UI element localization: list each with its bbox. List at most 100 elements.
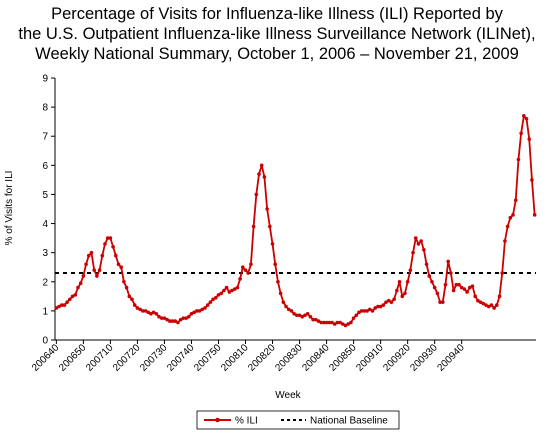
ili-data-point [135, 306, 140, 310]
x-tick-label: 200740 [165, 342, 197, 374]
ili-data-point [238, 277, 242, 281]
x-tick-label: 200940 [435, 342, 467, 374]
legend-ili-marker [215, 417, 220, 423]
x-tick-label: 200650 [57, 342, 89, 374]
y-tick-label: 5 [42, 190, 48, 201]
ili-data-point [303, 313, 307, 318]
ili-data-point [357, 310, 361, 315]
ili-data-point [462, 287, 467, 291]
ili-data-point [73, 293, 78, 297]
ili-data-point [446, 259, 450, 264]
ili-data-point [395, 288, 399, 293]
ili-data-point [481, 301, 486, 306]
y-tick-label: 8 [42, 103, 48, 114]
ili-data-point [476, 298, 480, 303]
ili-data-point [376, 304, 380, 309]
ili-data-point [313, 317, 318, 322]
ili-data-point [335, 320, 340, 325]
x-tick-label: 200840 [300, 342, 332, 374]
ili-data-point [305, 312, 310, 316]
ili-data-point [416, 242, 421, 246]
chart-title-line-2: the U.S. Outpatient Influenza-like Illne… [18, 25, 536, 43]
ili-data-point [389, 300, 394, 304]
ili-data-point [70, 294, 75, 299]
ili-data-point [168, 319, 172, 323]
y-tick-label: 6 [42, 161, 48, 172]
ili-data-point [216, 293, 221, 297]
ili-data-point [76, 285, 80, 290]
ili-data-point [500, 271, 505, 275]
ili-data-point [176, 320, 180, 325]
ili-data-point [189, 312, 194, 316]
ili-data-point [200, 307, 205, 312]
ili-data-point [162, 316, 167, 320]
legend-box [196, 410, 400, 430]
ili-data-point [195, 309, 199, 313]
ili-data-point [186, 314, 191, 319]
x-tick-label: 200640 [30, 342, 62, 374]
ili-data-point [268, 224, 272, 229]
ili-data-point [440, 300, 445, 304]
ili-data-point [284, 304, 288, 309]
ili-data-point [65, 300, 69, 304]
y-axis-ticks: 0 1 2 3 4 5 6 7 8 9 [42, 74, 55, 347]
ili-data-point [411, 250, 415, 255]
ili-data-point [249, 262, 253, 267]
ili-data-point [59, 303, 64, 307]
ili-data-point [527, 137, 532, 141]
ili-data-point [86, 253, 91, 258]
ili-data-point [84, 262, 88, 267]
ili-data-point [503, 239, 507, 243]
ili-data-point [365, 309, 369, 313]
ili-data-point [178, 317, 183, 322]
ili-data-point [381, 303, 386, 307]
ili-data-point [127, 294, 132, 299]
ili-data-point [392, 297, 396, 302]
ili-data-point [378, 304, 383, 309]
ili-data-point [530, 178, 534, 182]
ili-data-point [243, 268, 248, 272]
ili-data-point [254, 192, 259, 197]
chart-title-line-3: Weekly National Summary, October 1, 2006… [35, 45, 519, 63]
ili-data-point [359, 309, 364, 313]
ili-data-point [327, 320, 332, 325]
ili-data-point [467, 285, 472, 290]
ili-data-point [57, 304, 61, 309]
ili-data-point [300, 314, 305, 319]
ili-data-point [497, 294, 502, 299]
ili-data-point [278, 291, 283, 296]
ili-data-point [340, 322, 345, 326]
ili-data-point [159, 316, 164, 320]
ili-data-point [281, 300, 286, 304]
ili-data-point [489, 303, 494, 307]
ili-data-point [459, 285, 464, 290]
ili-data-point [424, 262, 429, 267]
x-tick-label: 200930 [408, 342, 440, 374]
x-tick-label: 200820 [246, 342, 278, 374]
ili-data-point [81, 274, 86, 278]
x-tick-label: 200910 [354, 342, 386, 374]
ili-data-point [505, 224, 510, 229]
ili-data-point [270, 242, 275, 246]
ili-data-point [111, 245, 115, 249]
ili-data-point [132, 303, 137, 307]
ili-data-point [97, 268, 102, 272]
ili-data-point [286, 307, 291, 312]
ili-data-point [349, 320, 353, 325]
y-tick-label: 1 [42, 306, 48, 317]
ili-data-point [95, 274, 99, 278]
ili-data-point [308, 314, 313, 319]
ili-data-point [484, 303, 488, 307]
ili-data-point [295, 313, 299, 318]
ili-data-point [68, 297, 72, 302]
ili-data-point [276, 279, 280, 284]
ili-data-point [319, 320, 323, 325]
ili-data-point [430, 279, 434, 284]
ili-data-point [181, 316, 186, 320]
x-axis-label: Week [275, 390, 301, 401]
ili-data-point [157, 314, 161, 319]
x-tick-label: 200730 [138, 342, 170, 374]
chart-title: Percentage of Visits for Influenza-like … [0, 4, 554, 64]
ili-data-point [386, 298, 391, 303]
ili-data-point [408, 268, 413, 272]
